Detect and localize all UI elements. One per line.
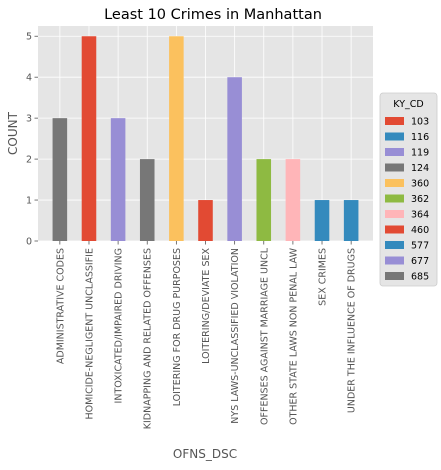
legend-box [379,92,438,287]
x-tick-label: SEX CRIMES [318,248,329,306]
legend-label: 124 [411,163,429,174]
y-tick-label: 0 [26,237,32,248]
x-tick-label: ADMINISTRATIVE CODES [55,248,66,364]
y-tick-label: 2 [26,155,32,166]
y-tick-label: 1 [26,196,32,207]
x-tick-label: UNDER THE INFLUENCE OF DRUGS [347,248,358,413]
legend-swatch [385,179,404,187]
bar [169,36,184,241]
legend-swatch [385,210,404,218]
y-axis-label: COUNT [6,111,20,155]
x-tick-label: HOMICIDE-NEGLIGENT UNCLASSIFIE [84,248,95,420]
legend-swatch [385,194,404,203]
bar [343,200,359,241]
legend-swatch [385,241,404,249]
legend-swatch [385,225,404,234]
legend-swatch [385,117,404,125]
x-tick-label: NYS LAWS-UNCLASSIFIED VIOLATION [230,248,241,424]
x-tick-label: INTOXICATED/IMPAIRED DRIVING [114,248,125,403]
legend-label: 577 [411,241,429,252]
bar [227,77,242,241]
y-tick-label: 3 [26,114,32,125]
legend-label: 103 [411,117,429,128]
legend-swatch [385,148,404,156]
legend-swatch [385,256,404,265]
y-axis: 0 1 2 3 4 5 [26,32,38,248]
bar [81,36,97,241]
legend: KY_CD 103 116 119 124 360 362 364 460 577 677 685 [379,92,438,287]
bar [256,159,272,241]
legend-title: KY_CD [393,99,423,110]
bar [110,118,126,241]
legend-label: 360 [411,179,429,190]
legend-swatch [385,163,404,172]
y-tick-label: 4 [26,73,32,84]
legend-label: 362 [411,194,429,205]
legend-swatch [385,272,404,280]
bar [285,159,301,241]
legend-label: 677 [411,256,429,267]
legend-label: 460 [411,225,429,236]
bar [139,159,155,241]
x-axis: ADMINISTRATIVE CODES HOMICIDE-NEGLIGENT U… [55,241,358,429]
x-tick-label: OFFENSES AGAINST MARRIAGE UNCL [259,247,270,425]
bar [198,200,213,241]
legend-label: 685 [411,272,429,283]
bar [314,200,330,241]
bars [52,36,359,241]
x-axis-label: OFNS_DSC [173,447,237,461]
legend-label: 119 [411,148,429,159]
legend-swatch [385,132,404,141]
chart-title: Least 10 Crimes in Manhattan [104,7,322,23]
x-tick-label: KIDNAPPING AND RELATED OFFENSES [143,248,154,429]
x-tick-label: LOITERING FOR DRUG PURPOSES [172,248,183,406]
legend-label: 116 [411,132,429,143]
bar [52,118,68,241]
x-tick-label: LOITERING/DEVIATE SEX [201,248,212,364]
x-tick-label: OTHER STATE LAWS NON PENAL LAW [288,247,299,425]
legend-label: 364 [411,210,429,221]
y-tick-label: 5 [26,32,32,43]
